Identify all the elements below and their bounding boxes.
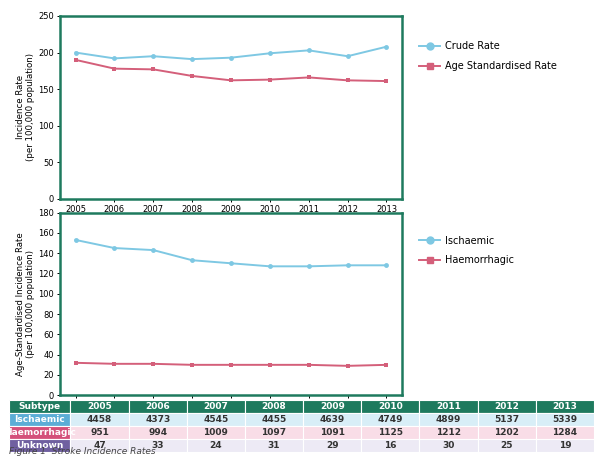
Y-axis label: Incidence Rate
(per 100,000 population): Incidence Rate (per 100,000 population) <box>16 53 35 161</box>
Text: 4899: 4899 <box>436 415 461 424</box>
Bar <box>70 439 128 452</box>
Bar <box>536 400 594 413</box>
Text: 4749: 4749 <box>377 415 403 424</box>
Bar <box>187 400 245 413</box>
Bar <box>70 426 128 439</box>
Bar <box>536 439 594 452</box>
Y-axis label: Age-Standardised Incidence Rate
(per 100,000 population): Age-Standardised Incidence Rate (per 100… <box>16 232 35 376</box>
Text: 24: 24 <box>209 441 222 450</box>
Text: 4545: 4545 <box>203 415 229 424</box>
Bar <box>419 439 478 452</box>
Text: 2011: 2011 <box>436 402 461 411</box>
Text: 2007: 2007 <box>203 402 228 411</box>
Bar <box>245 439 303 452</box>
Text: 1091: 1091 <box>320 428 345 437</box>
Text: 5137: 5137 <box>494 415 519 424</box>
Text: 2013: 2013 <box>553 402 577 411</box>
Text: 1125: 1125 <box>378 428 403 437</box>
Bar <box>536 426 594 439</box>
Bar <box>419 400 478 413</box>
Bar <box>361 400 419 413</box>
Bar <box>187 413 245 426</box>
Bar <box>419 413 478 426</box>
Bar <box>187 439 245 452</box>
Bar <box>70 413 128 426</box>
Bar <box>361 413 419 426</box>
Bar <box>9 400 70 413</box>
Text: 2009: 2009 <box>320 402 344 411</box>
Text: 951: 951 <box>90 428 109 437</box>
Bar <box>128 400 187 413</box>
Legend: Ischaemic, Haemorrhagic: Ischaemic, Haemorrhagic <box>419 236 514 266</box>
Bar <box>70 400 128 413</box>
Bar <box>128 439 187 452</box>
Text: 25: 25 <box>500 441 513 450</box>
Text: 994: 994 <box>148 428 167 437</box>
Text: Figure 1  Stroke Incidence Rates: Figure 1 Stroke Incidence Rates <box>9 447 155 456</box>
Text: 4455: 4455 <box>262 415 287 424</box>
Text: 19: 19 <box>559 441 571 450</box>
Bar <box>128 426 187 439</box>
Bar <box>9 426 70 439</box>
Text: 2006: 2006 <box>145 402 170 411</box>
Bar <box>361 426 419 439</box>
Bar <box>128 413 187 426</box>
Text: 4373: 4373 <box>145 415 170 424</box>
Text: Haemorrhagic: Haemorrhagic <box>4 428 76 437</box>
Text: 1202: 1202 <box>494 428 519 437</box>
Bar <box>245 413 303 426</box>
Text: 4639: 4639 <box>320 415 345 424</box>
Bar <box>419 426 478 439</box>
Text: 30: 30 <box>442 441 455 450</box>
Bar <box>536 413 594 426</box>
Bar <box>187 426 245 439</box>
Text: 5339: 5339 <box>553 415 577 424</box>
Bar <box>478 400 536 413</box>
Bar <box>478 413 536 426</box>
Bar <box>478 439 536 452</box>
Bar <box>478 426 536 439</box>
Legend: Crude Rate, Age Standardised Rate: Crude Rate, Age Standardised Rate <box>419 42 557 71</box>
Text: 1009: 1009 <box>203 428 228 437</box>
Text: 47: 47 <box>93 441 106 450</box>
Text: 1097: 1097 <box>262 428 287 437</box>
Text: 2010: 2010 <box>378 402 403 411</box>
Text: 2005: 2005 <box>87 402 112 411</box>
Text: 29: 29 <box>326 441 338 450</box>
Bar <box>303 426 361 439</box>
Text: 31: 31 <box>268 441 280 450</box>
Text: 2008: 2008 <box>262 402 286 411</box>
Bar <box>9 439 70 452</box>
Text: 1212: 1212 <box>436 428 461 437</box>
Bar <box>303 400 361 413</box>
Bar <box>245 400 303 413</box>
Text: 4458: 4458 <box>87 415 112 424</box>
Text: Unknown: Unknown <box>16 441 64 450</box>
Bar <box>9 413 70 426</box>
Text: Ischaemic: Ischaemic <box>14 415 65 424</box>
Bar <box>303 439 361 452</box>
Text: 33: 33 <box>151 441 164 450</box>
Text: 1284: 1284 <box>553 428 577 437</box>
Bar <box>245 426 303 439</box>
Text: 16: 16 <box>384 441 397 450</box>
Text: Subtype: Subtype <box>19 402 61 411</box>
Text: 2012: 2012 <box>494 402 519 411</box>
Bar <box>361 439 419 452</box>
Bar <box>303 413 361 426</box>
